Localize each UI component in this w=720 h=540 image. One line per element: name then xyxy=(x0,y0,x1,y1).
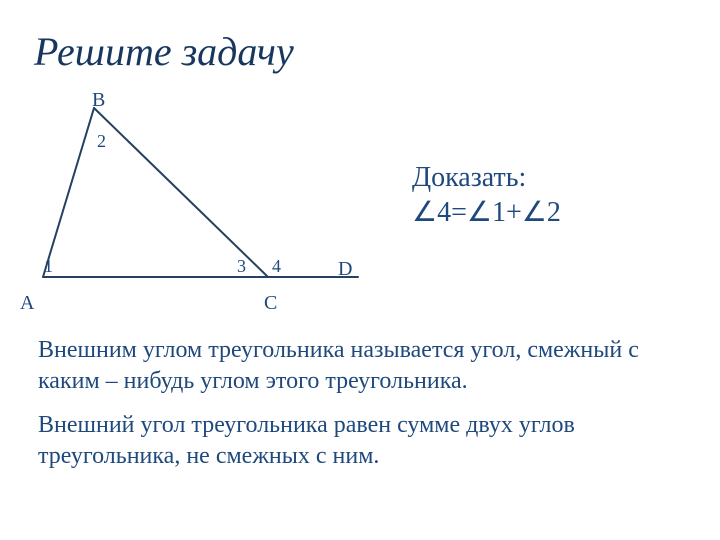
angle-label-2: 2 xyxy=(97,131,106,152)
proof-expression: ∠4=∠1+∠2 xyxy=(412,197,561,228)
angle-label-1: 1 xyxy=(44,256,53,277)
proof-block: Доказать: ∠4=∠1+∠2 xyxy=(412,160,561,230)
diagram-svg xyxy=(28,102,368,302)
definition-1: Внешним углом треугольника называется уг… xyxy=(38,335,680,397)
proof-label: Доказать: xyxy=(412,162,526,193)
definition-2: Внешний угол треугольника равен сумме дв… xyxy=(38,410,680,472)
vertex-label-c: С xyxy=(264,292,277,315)
slide: Решите задачу А В С D 1 2 3 4 Доказать: … xyxy=(0,0,720,540)
triangle-diagram xyxy=(28,102,368,302)
vertex-label-b: В xyxy=(92,89,105,112)
angle-label-3: 3 xyxy=(237,256,246,277)
angle-label-4: 4 xyxy=(272,256,281,277)
slide-title: Решите задачу xyxy=(34,28,294,75)
vertex-label-d: D xyxy=(338,258,352,281)
vertex-label-a: А xyxy=(20,292,34,315)
